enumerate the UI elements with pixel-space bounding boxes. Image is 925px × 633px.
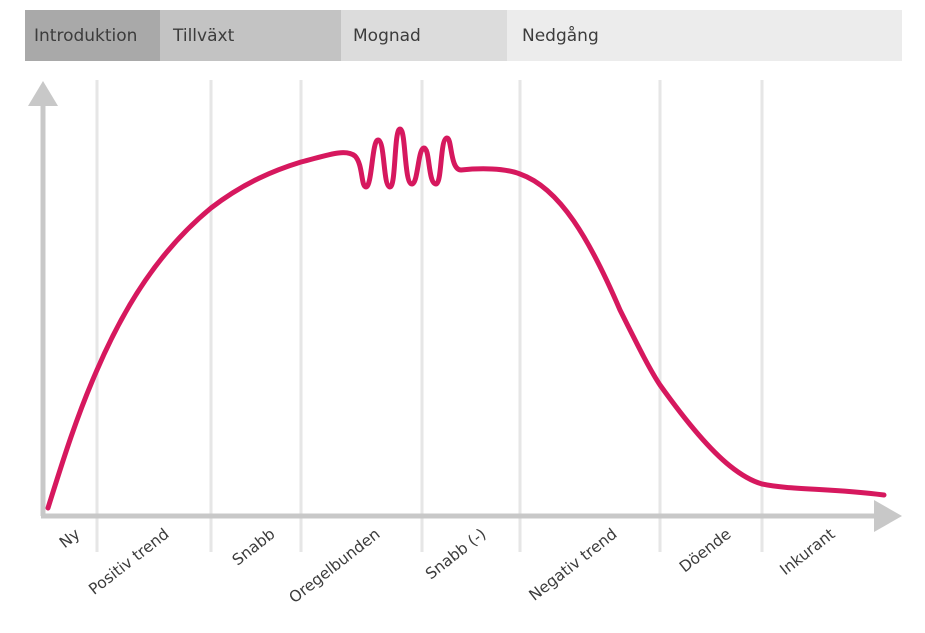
y-axis-arrow-icon [28, 81, 58, 106]
phase-label-growth: Tillväxt [173, 25, 235, 46]
phase-decline: Nedgång [507, 10, 902, 61]
stage-label: Negativ trend [526, 525, 621, 605]
stage-label: Döende [676, 525, 734, 576]
phase-introduction: Introduktion [25, 10, 160, 61]
stage-label: Snabb [229, 525, 279, 569]
phase-label-introduction: Introduktion [34, 25, 138, 46]
stage-label: Ny [56, 525, 83, 552]
lifecycle-curve [45, 126, 887, 511]
phase-growth: Tillväxt [160, 10, 341, 61]
phase-maturity: Mognad [341, 10, 507, 61]
stage-label: Snabb (-) [422, 525, 489, 583]
phase-label-maturity: Mognad [353, 25, 421, 46]
stage-label: Inkurant [777, 525, 839, 579]
gridlines [95, 80, 764, 552]
phase-bar: Introduktion Tillväxt Mognad Nedgång [25, 10, 902, 61]
phase-label-decline: Nedgång [522, 25, 599, 46]
x-axis-arrow-icon [874, 500, 902, 532]
axes [28, 81, 902, 532]
stage-labels: Ny Positiv trend Snabb Oregelbunden Snab… [56, 525, 838, 607]
